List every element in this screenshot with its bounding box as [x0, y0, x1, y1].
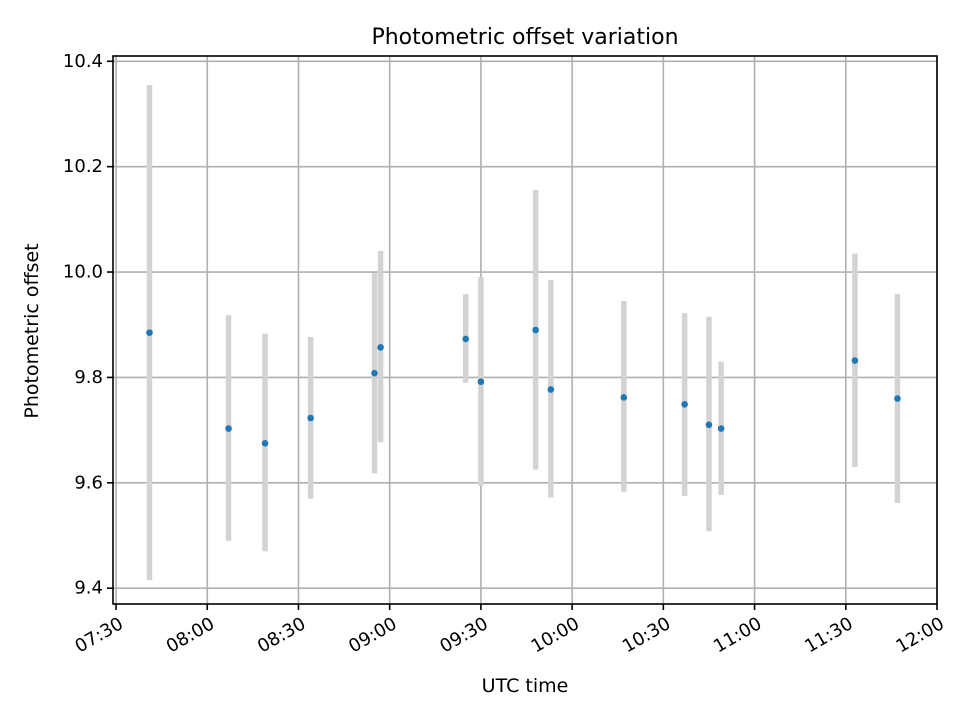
x-axis-label: UTC time [482, 675, 569, 697]
x-tick-label: 09:30 [436, 613, 491, 657]
data-point [225, 425, 232, 432]
x-tick-label: 11:30 [801, 613, 856, 657]
data-point [371, 369, 378, 377]
y-tick-label: 10.2 [63, 156, 103, 177]
plot-frame [112, 55, 938, 605]
data-point [146, 329, 153, 336]
data-point [705, 421, 713, 429]
grid [113, 56, 938, 604]
data-point [307, 414, 314, 422]
data-point [681, 400, 688, 408]
data-point [851, 357, 859, 364]
data-point [532, 326, 539, 334]
data-point [377, 344, 384, 351]
data-point [477, 378, 485, 385]
x-tick-label: 12:00 [892, 613, 947, 657]
y-tick-label: 9.8 [74, 367, 103, 388]
data-point [261, 439, 269, 447]
x-axis-ticks: 07:30 08:00 08:30 09:00 09:30 10:00 10:30 11:00… [72, 604, 948, 657]
chart-title: Photometric offset variation [371, 25, 678, 50]
y-tick-label: 9.4 [74, 578, 103, 599]
y-tick-label: 10.0 [63, 262, 103, 283]
data-point [620, 394, 628, 401]
data-point [894, 395, 901, 402]
y-axis-label: Photometric offset [21, 243, 43, 418]
data-point [717, 425, 725, 432]
y-tick-label: 10.4 [63, 51, 103, 72]
error-bars [146, 84, 901, 581]
x-tick-label: 08:30 [254, 613, 309, 657]
data-points [146, 326, 901, 447]
x-tick-label: 09:00 [345, 613, 400, 657]
x-tick-label: 11:00 [710, 613, 765, 657]
x-tick-label: 07:30 [72, 613, 127, 657]
data-point [547, 386, 555, 393]
data-point [462, 335, 470, 343]
x-tick-label: 10:30 [619, 613, 674, 657]
x-tick-label: 10:00 [528, 613, 583, 657]
y-axis-ticks: 9.4 9.6 9.8 10.0 10.2 10.4 [63, 51, 113, 599]
x-tick-label: 08:00 [163, 613, 218, 657]
y-tick-label: 9.6 [74, 472, 103, 493]
